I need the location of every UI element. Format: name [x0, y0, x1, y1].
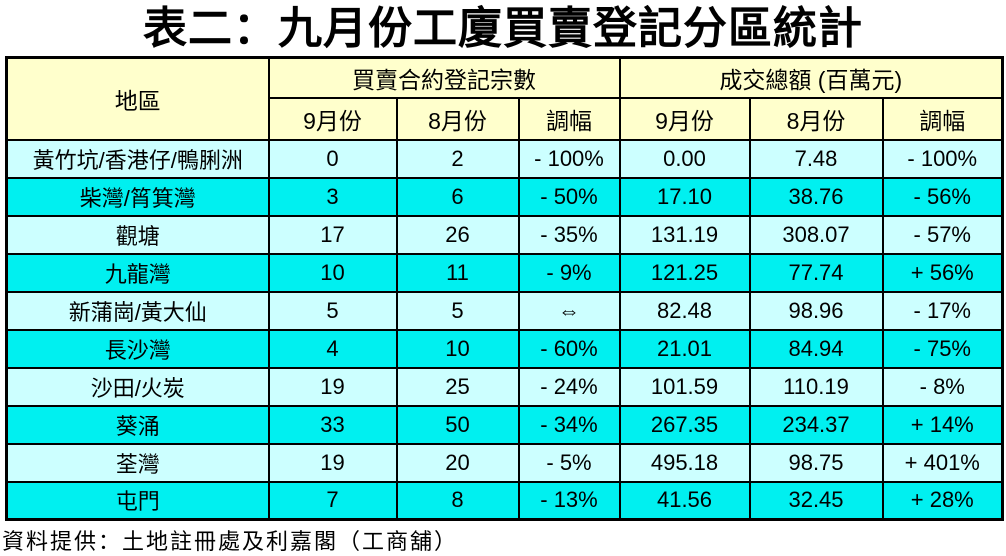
table-row: 沙田/火炭 19 25 - 24% 101.59 110.19 - 8%: [5, 366, 1004, 407]
district-cell: 觀塘: [5, 214, 270, 255]
amt-change-cell: - 75%: [881, 328, 1004, 369]
source-note: 資料提供：土地註冊處及利嘉閣（工商舖）: [2, 529, 459, 554]
reg-change-cell: - 34%: [517, 404, 621, 445]
amt-change-cell: + 28%: [881, 480, 1004, 521]
district-cell: 葵涌: [5, 404, 270, 445]
page-title: 表二：九月份工廈買賣登記分區統計: [143, 4, 863, 53]
amt-change-cell: - 57%: [881, 214, 1004, 255]
reg-change-cell: - 60%: [517, 328, 621, 369]
table-row: 荃灣 19 20 - 5% 495.18 98.75 + 401%: [5, 442, 1004, 483]
reg-aug-cell: 25: [395, 366, 520, 407]
district-cell: 柴灣/筲箕灣: [5, 176, 270, 217]
amt-sep-cell: 101.59: [618, 366, 751, 407]
amt-sep-cell: 121.25: [618, 252, 751, 293]
reg-sep-cell: 33: [267, 404, 398, 445]
amt-aug-cell: 308.07: [748, 214, 884, 255]
reg-sep-cell: 10: [267, 252, 398, 293]
reg-aug-cell: 8: [395, 480, 520, 521]
amt-change-cell: - 56%: [881, 176, 1004, 217]
reg-aug-cell: 2: [395, 138, 520, 179]
reg-aug-cell: 50: [395, 404, 520, 445]
amt-aug-cell: 234.37: [748, 404, 884, 445]
district-cell: 九龍灣: [5, 252, 270, 293]
header-sub-row: 9月份 8月份 調幅 9月份 8月份 調幅: [7, 96, 1004, 141]
reg-aug-cell: 20: [395, 442, 520, 483]
table-row: 黃竹坑/香港仔/鴨脷洲 0 2 - 100% 0.00 7.48 - 100%: [5, 138, 1004, 179]
header-reg-change: 調幅: [517, 96, 621, 141]
header-district: 地區: [5, 56, 270, 141]
district-cell: 黃竹坑/香港仔/鴨脷洲: [5, 138, 270, 179]
reg-sep-cell: 17: [267, 214, 398, 255]
amt-aug-cell: 98.96: [748, 290, 884, 331]
reg-change-cell: - 24%: [517, 366, 621, 407]
reg-change-cell: - 13%: [517, 480, 621, 521]
amt-sep-cell: 17.10: [618, 176, 751, 217]
amt-aug-cell: 77.74: [748, 252, 884, 293]
reg-aug-cell: 10: [395, 328, 520, 369]
district-cell: 沙田/火炭: [5, 366, 270, 407]
amt-sep-cell: 82.48: [618, 290, 751, 331]
reg-aug-cell: 6: [395, 176, 520, 217]
amt-sep-cell: 21.01: [618, 328, 751, 369]
district-cell: 荃灣: [5, 442, 270, 483]
reg-change-cell: - 35%: [517, 214, 621, 255]
reg-sep-cell: 0: [267, 138, 398, 179]
header-amount-group: 成交總額 (百萬元): [618, 56, 1004, 99]
district-cell: 新蒲崗/黃大仙: [5, 290, 270, 331]
reg-sep-cell: 19: [267, 366, 398, 407]
statistics-table: 地區 買賣合約登記宗數 成交總額 (百萬元) 9月份 8月份 調幅 9月份 8月…: [5, 56, 1005, 521]
table-row: 柴灣/筲箕灣 3 6 - 50% 17.10 38.76 - 56%: [5, 176, 1004, 217]
header-reg-august: 8月份: [395, 96, 520, 141]
header-reg-september: 9月份: [267, 96, 398, 141]
header-amt-change: 調幅: [881, 96, 1004, 141]
amt-sep-cell: 0.00: [618, 138, 751, 179]
reg-sep-cell: 3: [267, 176, 398, 217]
amt-aug-cell: 98.75: [748, 442, 884, 483]
table-row: 長沙灣 4 10 - 60% 21.01 84.94 - 75%: [5, 328, 1004, 369]
table-body: 黃竹坑/香港仔/鴨脷洲 0 2 - 100% 0.00 7.48 - 100% …: [5, 138, 1004, 521]
amt-change-cell: - 17%: [881, 290, 1004, 331]
header-amt-september: 9月份: [618, 96, 751, 141]
amt-sep-cell: 495.18: [618, 442, 751, 483]
reg-sep-cell: 19: [267, 442, 398, 483]
amt-change-cell: - 8%: [881, 366, 1004, 407]
amt-aug-cell: 84.94: [748, 328, 884, 369]
reg-change-cell: - 100%: [517, 138, 621, 179]
amt-change-cell: + 401%: [881, 442, 1004, 483]
amt-aug-cell: 38.76: [748, 176, 884, 217]
reg-change-cell: - 9%: [517, 252, 621, 293]
district-cell: 長沙灣: [5, 328, 270, 369]
amt-sep-cell: 41.56: [618, 480, 751, 521]
table-row: 九龍灣 10 11 - 9% 121.25 77.74 + 56%: [5, 252, 1004, 293]
reg-aug-cell: 11: [395, 252, 520, 293]
amt-change-cell: + 56%: [881, 252, 1004, 293]
table-row: 觀塘 17 26 - 35% 131.19 308.07 - 57%: [5, 214, 1004, 255]
amt-sep-cell: 131.19: [618, 214, 751, 255]
amt-sep-cell: 267.35: [618, 404, 751, 445]
table-row: 新蒲崗/黃大仙 5 5 ⇔ 82.48 98.96 - 17%: [5, 290, 1004, 331]
district-cell: 屯門: [5, 480, 270, 521]
reg-change-cell: ⇔: [517, 290, 621, 331]
amt-aug-cell: 110.19: [748, 366, 884, 407]
table-header: 地區 買賣合約登記宗數 成交總額 (百萬元) 9月份 8月份 調幅 9月份 8月…: [5, 56, 1004, 141]
header-group-row: 地區 買賣合約登記宗數 成交總額 (百萬元): [5, 56, 1004, 141]
header-amt-august: 8月份: [748, 96, 884, 141]
header-registrations-group: 買賣合約登記宗數: [267, 56, 621, 99]
reg-sep-cell: 5: [267, 290, 398, 331]
table-row: 葵涌 33 50 - 34% 267.35 234.37 + 14%: [5, 404, 1004, 445]
reg-aug-cell: 26: [395, 214, 520, 255]
amt-change-cell: + 14%: [881, 404, 1004, 445]
reg-sep-cell: 4: [267, 328, 398, 369]
amt-change-cell: - 100%: [881, 138, 1004, 179]
reg-change-cell: - 50%: [517, 176, 621, 217]
table-row: 屯門 7 8 - 13% 41.56 32.45 + 28%: [5, 480, 1004, 521]
amt-aug-cell: 32.45: [748, 480, 884, 521]
reg-sep-cell: 7: [267, 480, 398, 521]
amt-aug-cell: 7.48: [748, 138, 884, 179]
reg-aug-cell: 5: [395, 290, 520, 331]
reg-change-cell: - 5%: [517, 442, 621, 483]
